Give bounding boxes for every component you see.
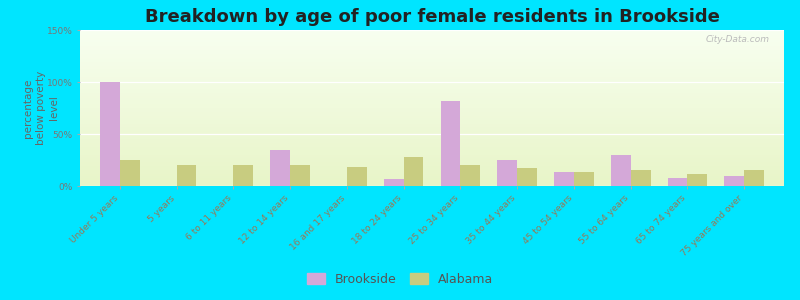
Bar bbox=[270, 150, 290, 186]
Bar bbox=[234, 165, 253, 186]
Bar bbox=[517, 168, 537, 186]
Bar bbox=[498, 160, 517, 186]
Title: Breakdown by age of poor female residents in Brookside: Breakdown by age of poor female resident… bbox=[145, 8, 719, 26]
Bar bbox=[120, 160, 140, 186]
Bar bbox=[744, 170, 764, 186]
Bar bbox=[574, 172, 594, 186]
Bar bbox=[611, 155, 630, 186]
Bar bbox=[290, 165, 310, 186]
Bar bbox=[630, 170, 650, 186]
Bar bbox=[441, 101, 460, 186]
Bar bbox=[724, 176, 744, 186]
Bar bbox=[177, 165, 196, 186]
Bar bbox=[100, 82, 120, 186]
Bar bbox=[460, 165, 480, 186]
Bar bbox=[404, 157, 423, 186]
Bar bbox=[384, 179, 404, 186]
Legend: Brookside, Alabama: Brookside, Alabama bbox=[302, 268, 498, 291]
Bar bbox=[687, 173, 707, 186]
Bar bbox=[554, 172, 574, 186]
Bar bbox=[347, 167, 366, 186]
Y-axis label: percentage
below poverty
level: percentage below poverty level bbox=[22, 71, 59, 145]
Bar bbox=[668, 178, 687, 186]
Text: City-Data.com: City-Data.com bbox=[706, 35, 770, 44]
